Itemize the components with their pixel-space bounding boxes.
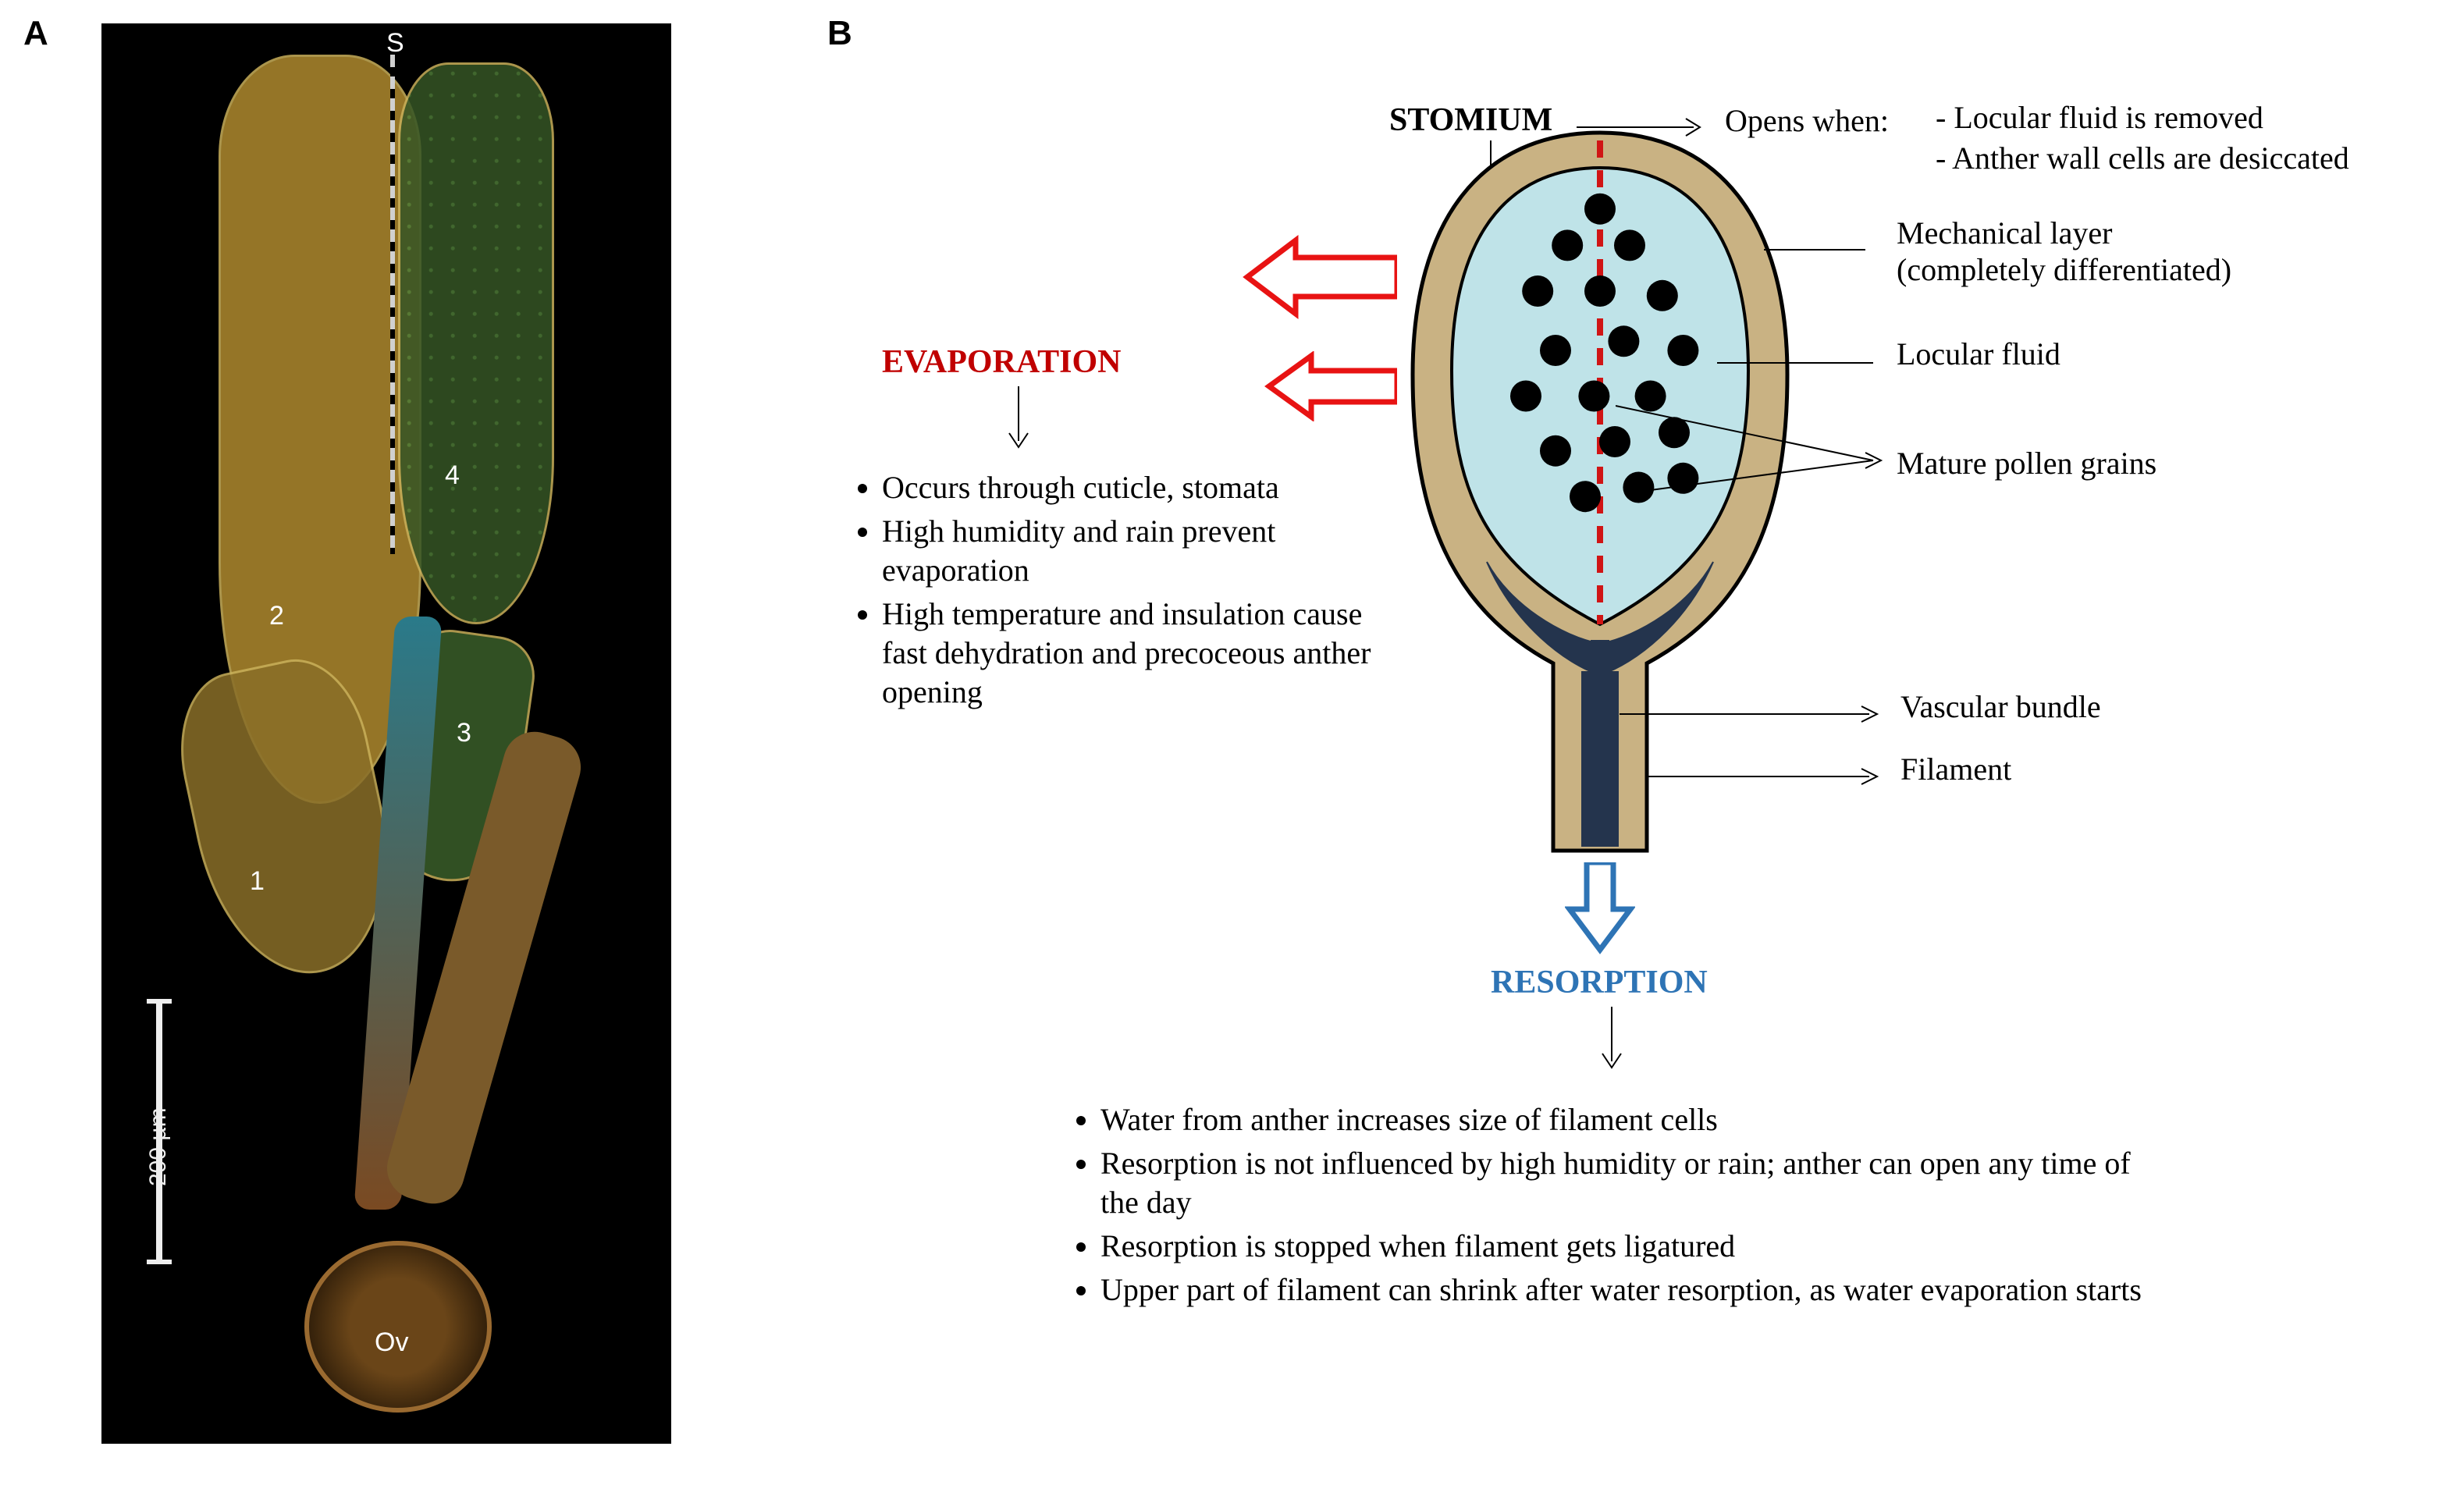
vascular-neck: [1591, 640, 1609, 679]
panel-a-micrograph: S 1 2 3 4 Ov 200 µm: [101, 23, 671, 1444]
resorb-b0: Water from anther increases size of fila…: [1100, 1100, 2170, 1139]
lead-fluid: [1717, 351, 1889, 375]
label-vascular: Vascular bundle: [1900, 688, 2101, 725]
label-ov: Ov: [375, 1327, 408, 1358]
evaporation-bullets: Occurs through cuticle, stomata High hum…: [843, 468, 1389, 716]
scale-bar-text: 200 µm: [145, 1107, 172, 1186]
label-pollen: Mature pollen grains: [1897, 445, 2156, 482]
opens-cond-1: Anther wall cells are desiccated: [1952, 140, 2349, 176]
label-3: 3: [457, 718, 471, 748]
ovary: [304, 1241, 492, 1413]
resorption-bullets: Water from anther increases size of fila…: [1061, 1100, 2170, 1314]
label-2: 2: [269, 601, 284, 631]
evap-arrow-2: [1264, 351, 1397, 421]
evap-arrow-1: [1241, 234, 1397, 320]
label-4: 4: [445, 460, 460, 491]
resorb-down-arrow: [1596, 1007, 1627, 1077]
lead-vascular: [1620, 702, 1893, 726]
lead-pollen: [1616, 398, 1897, 507]
panel-b: STOMIUM Opens when: Locular fluid is rem…: [827, 101, 2427, 1444]
label-mechanical-layer: Mechanical layer (completely differentia…: [1897, 215, 2231, 288]
evaporation-title: EVAPORATION: [882, 343, 1122, 381]
panel-b-label: B: [827, 14, 852, 53]
locule-right: [398, 62, 554, 624]
evap-b1: High humidity and rain prevent evaporati…: [882, 512, 1389, 590]
opens-when-list: Locular fluid is removed Anther wall cel…: [1936, 98, 2349, 179]
resorption-title: RESORPTION: [1491, 964, 1708, 1001]
resorb-b3: Upper part of filament can shrink after …: [1100, 1270, 2170, 1310]
opens-cond-0: Locular fluid is removed: [1954, 100, 2263, 135]
label-s: S: [386, 28, 404, 59]
stomium-line: [390, 55, 395, 554]
resorb-b2: Resorption is stopped when filament gets…: [1100, 1227, 2170, 1266]
resorb-arrow: [1565, 862, 1635, 956]
lead-mech: [1764, 234, 1889, 265]
label-filament: Filament: [1900, 751, 2011, 787]
resorb-b1: Resorption is not influenced by high hum…: [1100, 1144, 2170, 1222]
evap-down-arrow: [1003, 386, 1034, 457]
lead-filament: [1647, 765, 1893, 788]
label-locular-fluid: Locular fluid: [1897, 336, 2060, 372]
panel-a-label: A: [23, 14, 48, 53]
filament-core: [1581, 671, 1619, 847]
evap-b2: High temperature and insulation cause fa…: [882, 595, 1389, 712]
evap-b0: Occurs through cuticle, stomata: [882, 468, 1389, 507]
label-1: 1: [250, 866, 265, 897]
